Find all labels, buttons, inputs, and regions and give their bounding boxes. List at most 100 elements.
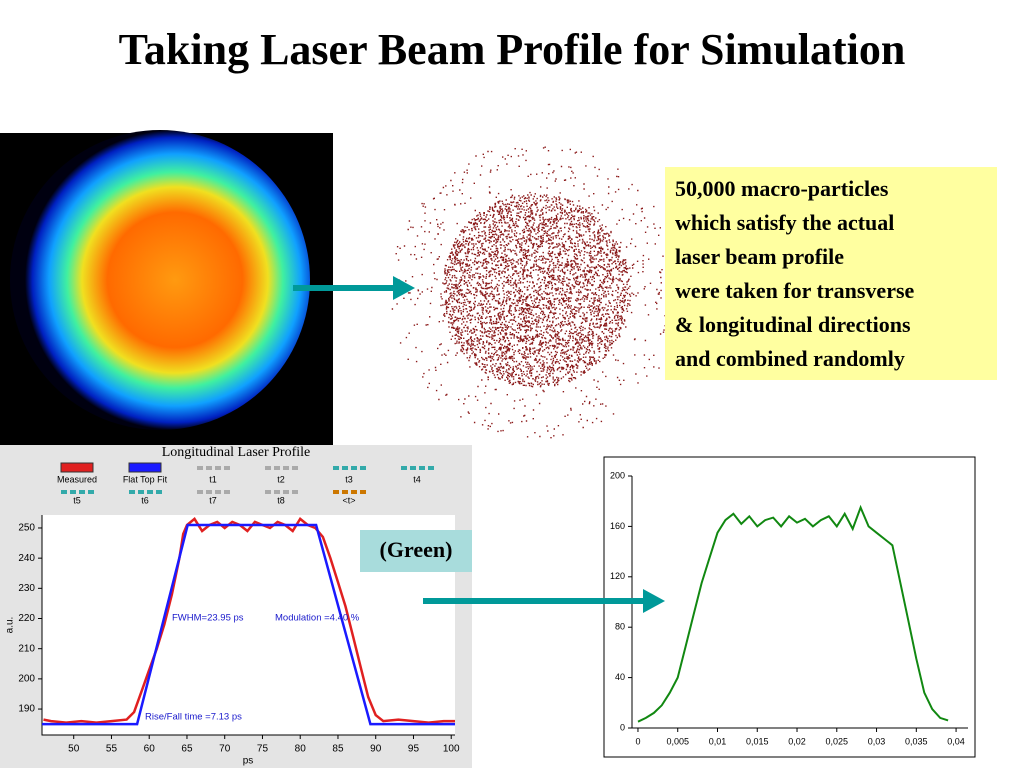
x-tick-label: 0,015 <box>746 736 769 746</box>
legend-label: t8 <box>277 495 285 505</box>
y-tick-label: 210 <box>18 643 35 654</box>
legend-label: <t> <box>342 495 355 505</box>
legend-swatch <box>60 462 94 473</box>
note-line: and combined randomly <box>675 346 905 371</box>
legend-swatch <box>215 466 221 470</box>
y-tick-label: 80 <box>615 622 625 632</box>
legend-swatch <box>283 490 289 494</box>
legend-swatch <box>333 490 339 494</box>
y-tick-label: 40 <box>615 672 625 682</box>
data-line <box>42 523 455 726</box>
x-tick-label: 0,005 <box>666 736 689 746</box>
chart-title: Longitudinal Laser Profile <box>162 445 311 460</box>
y-tick-label: 160 <box>610 521 625 531</box>
legend-swatch <box>129 490 135 494</box>
legend-swatch <box>342 490 348 494</box>
legend-swatch <box>351 466 357 470</box>
note-line: 50,000 macro-particles <box>675 176 889 201</box>
legend-swatch <box>292 490 298 494</box>
legend-swatch <box>333 466 339 470</box>
legend-swatch <box>410 466 416 470</box>
x-tick-label: 50 <box>68 744 80 755</box>
legend-swatch <box>70 490 76 494</box>
annotation: FWHM=23.95 ps <box>172 613 244 624</box>
annotation: Modulation =4.40 % <box>275 613 360 624</box>
x-tick-label: 70 <box>219 744 231 755</box>
slide-title: Taking Laser Beam Profile for Simulation <box>119 25 906 74</box>
legend-swatch <box>274 490 280 494</box>
x-tick-label: 55 <box>106 744 118 755</box>
legend-swatch <box>147 490 153 494</box>
legend-swatch <box>283 466 289 470</box>
axes <box>631 476 968 729</box>
legend-swatch <box>292 466 298 470</box>
note-line: & longitudinal directions <box>675 312 911 337</box>
legend-label: t5 <box>73 495 81 505</box>
x-tick-label: 0,025 <box>826 736 849 746</box>
legend-label: Measured <box>57 474 97 484</box>
legend-swatch <box>138 490 144 494</box>
y-tick-label: 240 <box>18 553 35 564</box>
green-label-box <box>360 530 472 572</box>
note-line: laser beam profile <box>675 244 844 269</box>
legend-swatch <box>360 490 366 494</box>
y-tick-label: 190 <box>18 704 35 715</box>
legend-swatch <box>360 466 366 470</box>
data-line <box>637 504 949 723</box>
annotation: Rise/Fall time =7.13 ps <box>145 712 242 723</box>
beam-spot <box>10 130 310 430</box>
x-tick-label: 0 <box>635 736 640 746</box>
x-tick-label: 60 <box>144 744 156 755</box>
legend-swatch <box>206 466 212 470</box>
y-tick-label: 200 <box>18 674 35 685</box>
legend-swatch <box>428 466 434 470</box>
legend-swatch <box>224 466 230 470</box>
legend-swatch <box>197 490 203 494</box>
x-tick-label: 100 <box>443 744 460 755</box>
legend-label: t4 <box>413 474 421 484</box>
y-tick-label: 250 <box>18 523 35 534</box>
legend-label: t1 <box>209 474 217 484</box>
y-axis-label: a.u. <box>5 617 16 634</box>
x-axis-label: ps <box>243 756 254 767</box>
x-tick-label: 0,04 <box>947 736 965 746</box>
legend-swatch <box>215 490 221 494</box>
y-tick-label: 200 <box>610 470 625 480</box>
x-tick-label: 90 <box>370 744 382 755</box>
legend-swatch <box>274 466 280 470</box>
legend-label: Flat Top Fit <box>123 474 168 484</box>
legend-swatch <box>88 490 94 494</box>
x-tick-label: 95 <box>408 744 420 755</box>
axes <box>41 515 455 736</box>
note-line: were taken for transverse <box>675 278 915 303</box>
x-tick-label: 75 <box>257 744 269 755</box>
data-line <box>43 517 455 724</box>
particles <box>391 146 678 439</box>
legend-swatch <box>224 490 230 494</box>
x-tick-label: 0,035 <box>905 736 928 746</box>
legend-swatch <box>351 490 357 494</box>
legend-label: t6 <box>141 495 149 505</box>
legend-label: t2 <box>277 474 285 484</box>
legend-swatch <box>342 466 348 470</box>
arrow-head <box>393 276 415 300</box>
legend-swatch <box>206 490 212 494</box>
note-box <box>665 167 997 380</box>
y-tick-label: 120 <box>610 571 625 581</box>
legend-swatch <box>419 466 425 470</box>
note-line: which satisfy the actual <box>675 210 894 235</box>
green-label: (Green) <box>380 537 453 562</box>
legend-label: t3 <box>345 474 353 484</box>
x-tick-label: 0,01 <box>709 736 727 746</box>
arrow-head <box>643 589 665 613</box>
legend-swatch <box>265 466 271 470</box>
legend-swatch <box>79 490 85 494</box>
y-tick-label: 220 <box>18 613 35 624</box>
legend-swatch <box>156 490 162 494</box>
legend-swatch <box>128 462 162 473</box>
x-tick-label: 80 <box>295 744 307 755</box>
legend-label: t7 <box>209 495 217 505</box>
legend-swatch <box>61 490 67 494</box>
